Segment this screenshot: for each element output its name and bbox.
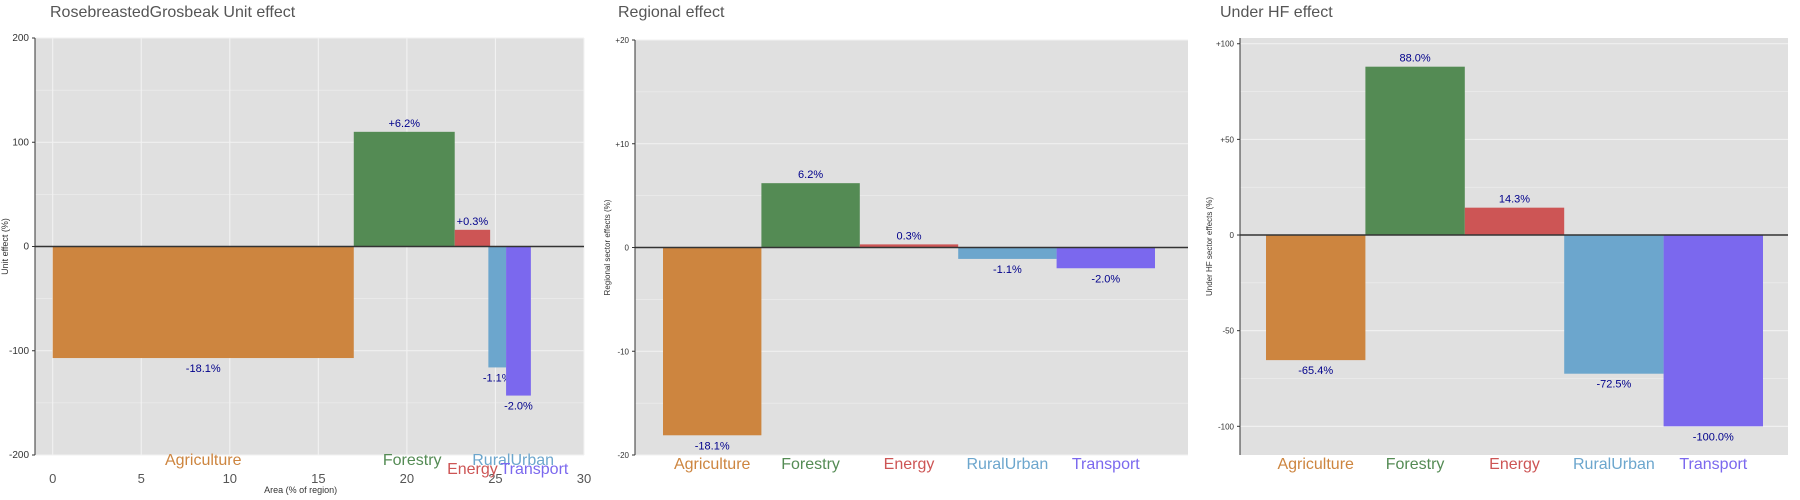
y-axis-label: Regional sector effects (%) xyxy=(603,199,612,295)
x-tick-label: 15 xyxy=(311,471,325,486)
bar-forestry xyxy=(353,131,455,247)
y-tick-label: -100 xyxy=(1218,422,1235,431)
category-label-agriculture: Agriculture xyxy=(165,452,242,469)
data-label-energy: +0.3% xyxy=(457,216,489,228)
bar-ruralurban xyxy=(1564,235,1664,374)
data-label-forestry: +6.2% xyxy=(388,118,420,130)
data-label-transport: -2.0% xyxy=(504,401,533,413)
data-label-agriculture: -65.4% xyxy=(1298,365,1333,377)
y-tick-label: 0 xyxy=(1230,231,1235,240)
category-label-transport: Transport xyxy=(500,461,568,478)
data-label-energy: 14.3% xyxy=(1499,194,1530,206)
category-label-energy: Energy xyxy=(447,461,498,478)
data-label-forestry: 6.2% xyxy=(798,169,823,181)
bar-energy xyxy=(454,229,491,247)
bar-energy xyxy=(1464,207,1565,236)
x-tick-label: 5 xyxy=(138,471,145,486)
category-label-agriculture: Agriculture xyxy=(674,456,751,473)
bar-energy xyxy=(859,244,959,248)
x-tick-label: 30 xyxy=(577,471,591,486)
y-tick-label: 0 xyxy=(23,242,29,253)
category-label-energy: Energy xyxy=(884,456,935,473)
bar-forestry xyxy=(761,183,860,248)
regional-effect-chart: +20 +10 0 -10 -20 Regional sector effects (%)… xyxy=(603,36,1188,473)
chart-title: RosebreastedGrosbeak Unit effect xyxy=(50,4,296,21)
data-label-ruralurban: -72.5% xyxy=(1596,379,1631,391)
data-label-agriculture: -18.1% xyxy=(695,440,730,452)
y-tick-label: +50 xyxy=(1220,135,1234,144)
chart-title: Under HF effect xyxy=(1220,4,1333,21)
category-label-agriculture: Agriculture xyxy=(1277,456,1354,473)
bar-transport xyxy=(1663,235,1763,427)
y-tick-label: +20 xyxy=(615,36,629,45)
data-label-transport: -100.0% xyxy=(1693,431,1734,443)
x-tick-label: 10 xyxy=(223,471,237,486)
data-label-transport: -2.0% xyxy=(1091,273,1120,285)
chart-panel-regional-effect: Regional effect +20 +10 0 -10 -20 Regional se… xyxy=(600,0,1200,500)
y-tick-label: -50 xyxy=(1222,327,1234,336)
y-tick-label: -200 xyxy=(9,450,29,461)
chart-panel-unit-effect: RosebreastedGrosbeak Unit effect 200 100 0… xyxy=(0,0,600,500)
x-tick-label: 0 xyxy=(49,471,56,486)
category-label-energy: Energy xyxy=(1489,456,1540,473)
category-label-ruralurban: RuralUrban xyxy=(472,452,554,469)
under-hf-effect-chart: +100 +50 0 -50 -100 Under HF sector effects (… xyxy=(1205,38,1788,473)
bar-agriculture xyxy=(663,247,762,436)
bar-transport xyxy=(1056,247,1155,269)
y-tick-label: 0 xyxy=(625,244,630,253)
category-label-forestry: Forestry xyxy=(1386,456,1445,473)
category-label-ruralurban: RuralUrban xyxy=(966,456,1048,473)
category-label-transport: Transport xyxy=(1072,456,1140,473)
bar-agriculture xyxy=(52,246,354,359)
category-label-forestry: Forestry xyxy=(781,456,840,473)
y-tick-label: -100 xyxy=(9,346,29,357)
category-label-forestry: Forestry xyxy=(383,452,442,469)
data-label-ruralurban: -1.1% xyxy=(993,264,1022,276)
y-tick-label: +100 xyxy=(1216,40,1235,49)
category-label-transport: Transport xyxy=(1679,456,1747,473)
y-tick-label: -10 xyxy=(617,347,629,356)
x-axis-label: Area (% of region) xyxy=(264,485,337,495)
bar-agriculture xyxy=(1266,235,1366,361)
bar-ruralurban xyxy=(958,247,1057,259)
bar-transport xyxy=(506,246,531,396)
bar-forestry xyxy=(1365,66,1465,236)
y-tick-label: 200 xyxy=(12,33,29,44)
data-label-forestry: 88.0% xyxy=(1399,53,1430,65)
data-label-agriculture: -18.1% xyxy=(186,363,221,375)
data-label-ruralurban: -1.1% xyxy=(483,372,512,384)
chart-title: Regional effect xyxy=(618,4,725,21)
y-tick-label: 100 xyxy=(12,137,29,148)
y-axis-label: Unit effect (%) xyxy=(0,218,10,275)
y-tick-label: -20 xyxy=(617,451,629,460)
bar-ruralurban xyxy=(488,246,507,368)
chart-panel-under-hf-effect: Under HF effect +100 +50 0 -50 -100 Under HF … xyxy=(1200,0,1800,500)
data-label-energy: 0.3% xyxy=(896,230,921,242)
x-tick-label: 25 xyxy=(488,471,502,486)
category-label-ruralurban: RuralUrban xyxy=(1573,456,1655,473)
y-axis-label: Under HF sector effects (%) xyxy=(1205,197,1214,296)
x-tick-label: 20 xyxy=(400,471,414,486)
y-tick-label: +10 xyxy=(615,140,629,149)
